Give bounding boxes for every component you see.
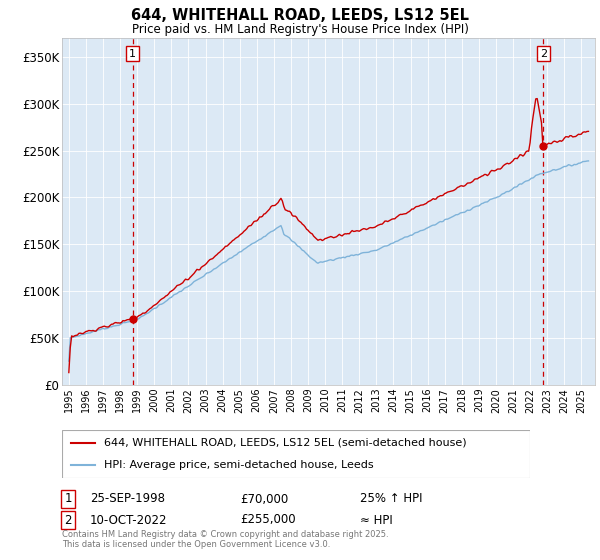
Text: £255,000: £255,000 bbox=[240, 514, 296, 526]
Text: ≈ HPI: ≈ HPI bbox=[360, 514, 393, 526]
Text: HPI: Average price, semi-detached house, Leeds: HPI: Average price, semi-detached house,… bbox=[104, 460, 374, 470]
Text: £70,000: £70,000 bbox=[240, 492, 288, 506]
Text: 10-OCT-2022: 10-OCT-2022 bbox=[90, 514, 167, 526]
Text: 25-SEP-1998: 25-SEP-1998 bbox=[90, 492, 165, 506]
Text: 1: 1 bbox=[129, 49, 136, 59]
Text: 2: 2 bbox=[540, 49, 547, 59]
FancyBboxPatch shape bbox=[62, 430, 530, 478]
Text: Contains HM Land Registry data © Crown copyright and database right 2025.
This d: Contains HM Land Registry data © Crown c… bbox=[62, 530, 389, 549]
Text: 2: 2 bbox=[64, 514, 72, 526]
Text: 1: 1 bbox=[64, 492, 72, 506]
Text: 644, WHITEHALL ROAD, LEEDS, LS12 5EL (semi-detached house): 644, WHITEHALL ROAD, LEEDS, LS12 5EL (se… bbox=[104, 438, 467, 448]
Text: 25% ↑ HPI: 25% ↑ HPI bbox=[360, 492, 422, 506]
Text: Price paid vs. HM Land Registry's House Price Index (HPI): Price paid vs. HM Land Registry's House … bbox=[131, 23, 469, 36]
Text: 644, WHITEHALL ROAD, LEEDS, LS12 5EL: 644, WHITEHALL ROAD, LEEDS, LS12 5EL bbox=[131, 8, 469, 23]
